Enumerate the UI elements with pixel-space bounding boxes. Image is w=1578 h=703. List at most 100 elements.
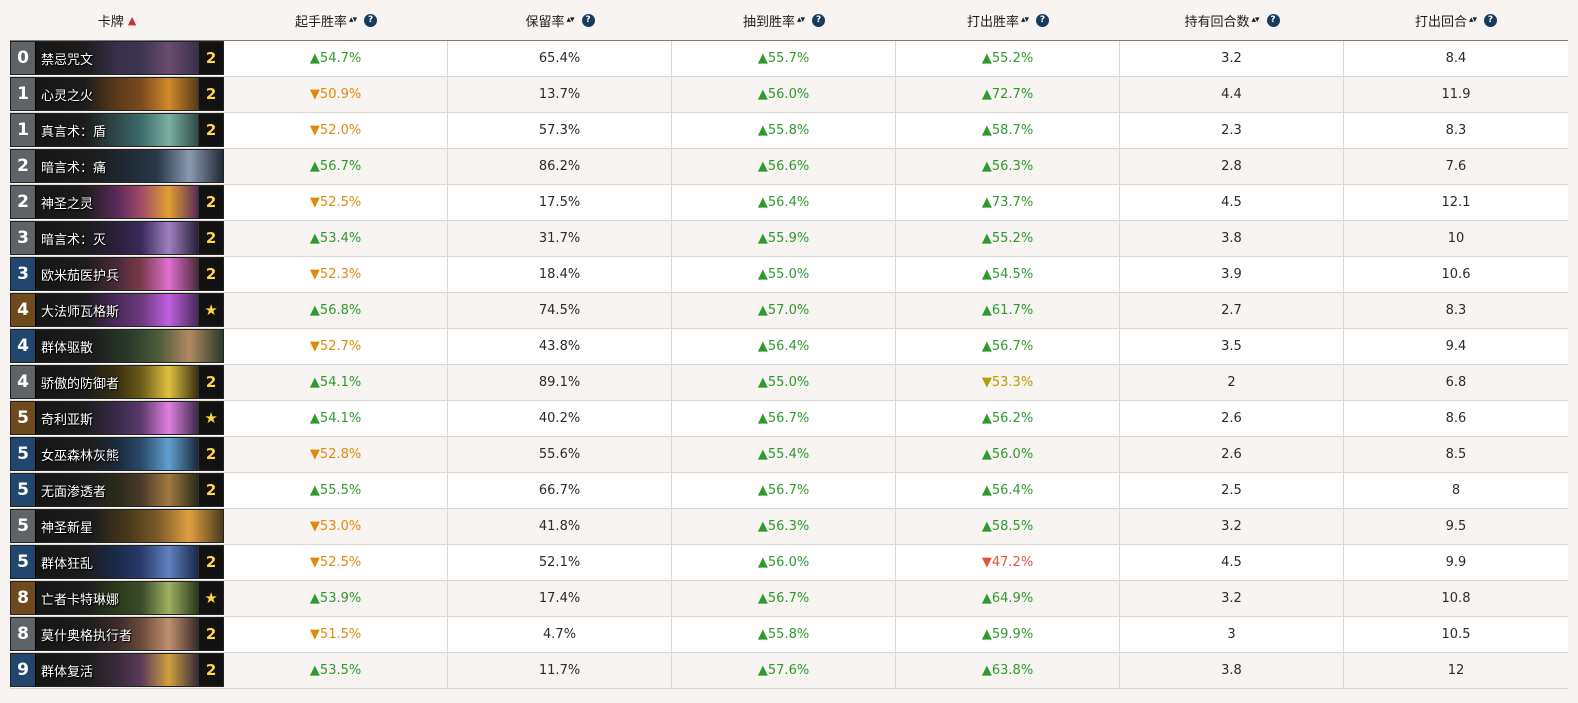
cell-保留率: 31.7% (448, 221, 673, 256)
cell-打出胜率: ▲73.7% (896, 185, 1121, 220)
card-count: 2 (198, 42, 224, 74)
card-art: 禁忌咒文 (36, 42, 199, 74)
cell-打出胜率: ▼47.2% (896, 545, 1121, 580)
card-name: 骄傲的防御者 (41, 376, 120, 392)
card-tile[interactable]: 4 大法师瓦格斯 ★ (10, 293, 225, 327)
table-row[interactable]: 4 大法师瓦格斯 ★ ▲56.8% 74.5% ▲57.0% ▲61.7% 2.7 8.3 (10, 293, 1568, 329)
sort-toggle-icon[interactable]: ▴▾ (349, 15, 357, 25)
card-art: 暗言术：灭 (36, 222, 199, 254)
table-row[interactable]: 9 群体复活 2 ▲53.5% 11.7% ▲57.6% ▲63.8% 3.8 12 (10, 653, 1568, 689)
cell-持有回合数: 2.5 (1120, 473, 1344, 508)
cell-打出回合: 9.4 (1445, 339, 1467, 354)
card-tile[interactable]: 5 群体狂乱 2 (10, 545, 225, 579)
cell-持有回合数: 3.8 (1120, 221, 1344, 256)
card-count: 2 (198, 186, 224, 218)
header-card[interactable]: 卡牌 ▲ (10, 0, 224, 40)
cell-起手胜率: ▲53.4% (224, 221, 449, 256)
card-tile[interactable]: 5 女巫森林灰熊 2 (10, 437, 225, 471)
cell-抽到胜率: ▲57.6% (672, 653, 897, 688)
card-tile[interactable]: 8 莫什奥格执行者 2 (10, 617, 225, 651)
card-art: 群体狂乱 (36, 546, 199, 578)
card-tile[interactable]: 8 亡者卡特琳娜 ★ (10, 581, 225, 615)
card-tile[interactable]: 1 真言术：盾 2 (10, 113, 225, 147)
sort-toggle-icon[interactable]: ▴▾ (1021, 15, 1029, 25)
card-tile[interactable]: 3 暗言术：灭 2 (10, 221, 225, 255)
cell-起手胜率: ▲54.1% (224, 365, 449, 400)
cell-保留率: 74.5% (448, 293, 673, 328)
table-row[interactable]: 2 神圣之灵 2 ▼52.5% 17.5% ▲56.4% ▲73.7% 4.5 12.1 (10, 185, 1568, 221)
cell-抽到胜率: ▲55.8% (672, 113, 897, 148)
cell-持有回合数: 4.4 (1120, 77, 1344, 112)
table-row[interactable]: 8 莫什奥格执行者 2 ▼51.5% 4.7% ▲55.8% ▲59.9% 3 10.5 (10, 617, 1568, 653)
header-col-3[interactable]: 打出胜率 ▴▾? (896, 0, 1120, 40)
cell-保留率: 41.8% (448, 509, 673, 544)
cell-打出回合: 12.1 (1441, 195, 1471, 210)
cell-起手胜率: ▼52.0% (224, 113, 449, 148)
card-tile[interactable]: 2 暗言术：痛 (10, 149, 225, 183)
header-col-0[interactable]: 起手胜率 ▴▾? (224, 0, 448, 40)
cell-打出回合: 9.5 (1445, 519, 1467, 534)
cell-打出胜率: ▲56.4% (896, 473, 1121, 508)
cell-抽到胜率: ▲56.4% (672, 185, 897, 220)
header-col-5[interactable]: 打出回合 ▴▾? (1344, 0, 1568, 40)
card-count: 2 (198, 438, 224, 470)
legendary-star-icon: ★ (198, 582, 224, 614)
card-tile[interactable]: 5 奇利亚斯 ★ (10, 401, 225, 435)
card-name: 奇利亚斯 (41, 412, 94, 428)
cell-持有回合数: 4.5 (1120, 545, 1344, 580)
table-row[interactable]: 5 群体狂乱 2 ▼52.5% 52.1% ▲56.0% ▼47.2% 4.5 9.9 (10, 545, 1568, 581)
card-tile[interactable]: 4 群体驱散 (10, 329, 225, 363)
header-col-1[interactable]: 保留率 ▴▾? (448, 0, 672, 40)
table-row[interactable]: 5 女巫森林灰熊 2 ▼52.8% 55.6% ▲55.4% ▲56.0% 2.6 8.5 (10, 437, 1568, 473)
table-row[interactable]: 8 亡者卡特琳娜 ★ ▲53.9% 17.4% ▲56.7% ▲64.9% 3.2 10.8 (10, 581, 1568, 617)
table-row[interactable]: 1 真言术：盾 2 ▼52.0% 57.3% ▲55.8% ▲58.7% 2.3 8.3 (10, 113, 1568, 149)
card-tile[interactable]: 2 神圣之灵 2 (10, 185, 225, 219)
table-row[interactable]: 4 群体驱散 ▼52.7% 43.8% ▲56.4% ▲56.7% 3.5 9.4 (10, 329, 1568, 365)
sort-toggle-icon[interactable]: ▴▾ (797, 15, 805, 25)
table-row[interactable]: 0 禁忌咒文 2 ▲54.7% 65.4% ▲55.7% ▲55.2% 3.2 8.4 (10, 41, 1568, 77)
card-tile[interactable]: 0 禁忌咒文 2 (10, 41, 225, 75)
table-row[interactable]: 4 骄傲的防御者 2 ▲54.1% 89.1% ▲55.0% ▼53.3% 2 6.8 (10, 365, 1568, 401)
help-icon[interactable]: ? (1036, 13, 1050, 27)
sort-asc-icon[interactable]: ▲ (127, 13, 137, 27)
table-row[interactable]: 5 无面渗透者 2 ▲55.5% 66.7% ▲56.7% ▲56.4% 2.5 8 (10, 473, 1568, 509)
table-row[interactable]: 5 神圣新星 ▼53.0% 41.8% ▲56.3% ▲58.5% 3.2 9.5 (10, 509, 1568, 545)
cell-抽到胜率: ▲56.6% (672, 149, 897, 184)
card-tile[interactable]: 9 群体复活 2 (10, 653, 225, 687)
card-count: 2 (198, 366, 224, 398)
card-cost: 5 (11, 546, 36, 578)
help-icon[interactable]: ? (812, 13, 826, 27)
sort-toggle-icon[interactable]: ▴▾ (566, 15, 575, 25)
cell-打出胜率: ▲64.9% (896, 581, 1121, 616)
cell-抽到胜率: ▲55.0% (672, 257, 897, 292)
cell-持有回合数: 3.9 (1120, 257, 1344, 292)
card-name: 群体复活 (41, 664, 94, 680)
sort-toggle-icon[interactable]: ▴▾ (1468, 15, 1477, 25)
card-tile[interactable]: 1 心灵之火 2 (10, 77, 225, 111)
help-icon[interactable]: ? (581, 13, 595, 27)
header-col-4[interactable]: 持有回合数 ▴▾? (1120, 0, 1344, 40)
table-row[interactable]: 5 奇利亚斯 ★ ▲54.1% 40.2% ▲56.7% ▲56.2% 2.6 8.6 (10, 401, 1568, 437)
table-row[interactable]: 2 暗言术：痛 ▲56.7% 86.2% ▲56.6% ▲56.3% 2.8 7.6 (10, 149, 1568, 185)
cell-抽到胜率: ▲55.4% (672, 437, 897, 472)
card-count: 2 (198, 618, 224, 650)
cell-保留率: 40.2% (448, 401, 673, 436)
sort-toggle-icon[interactable]: ▴▾ (1251, 15, 1259, 25)
card-art: 神圣之灵 (36, 186, 199, 218)
card-tile[interactable]: 5 无面渗透者 2 (10, 473, 225, 507)
header-col-2[interactable]: 抽到胜率 ▴▾? (672, 0, 896, 40)
card-tile[interactable]: 5 神圣新星 (10, 509, 225, 543)
legendary-star-icon: ★ (198, 402, 224, 434)
cell-打出胜率: ▲55.2% (896, 221, 1121, 256)
help-icon[interactable]: ? (1266, 13, 1280, 27)
help-icon[interactable]: ? (1484, 13, 1498, 27)
help-icon[interactable]: ? (364, 13, 378, 27)
table-row[interactable]: 3 欧米茄医护兵 2 ▼52.3% 18.4% ▲55.0% ▲54.5% 3.9 10.6 (10, 257, 1568, 293)
header-col-label: 持有回合数 (1184, 14, 1250, 30)
card-tile[interactable]: 4 骄傲的防御者 2 (10, 365, 225, 399)
cell-保留率: 11.7% (448, 653, 673, 688)
cell-保留率: 17.5% (448, 185, 673, 220)
table-row[interactable]: 3 暗言术：灭 2 ▲53.4% 31.7% ▲55.9% ▲55.2% 3.8 10 (10, 221, 1568, 257)
card-tile[interactable]: 3 欧米茄医护兵 2 (10, 257, 225, 291)
table-row[interactable]: 1 心灵之火 2 ▼50.9% 13.7% ▲56.0% ▲72.7% 4.4 11.9 (10, 77, 1568, 113)
